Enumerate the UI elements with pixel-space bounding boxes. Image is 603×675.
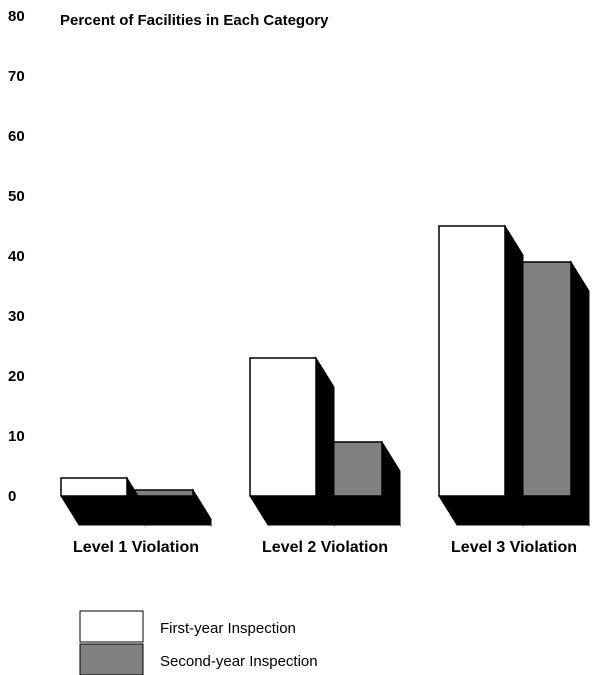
category-label: Level 3 Violation (451, 539, 577, 556)
y-tick-label: 60 (8, 128, 25, 145)
bar-first-year (438, 225, 506, 497)
bars-group (60, 224, 590, 527)
legend-item: Second-year Inspection (79, 643, 318, 675)
bar-side (570, 260, 590, 527)
bar-group (438, 224, 590, 527)
legend: First-year Inspection Second-year Inspect… (79, 610, 318, 675)
y-tick-label: 40 (8, 248, 25, 265)
legend-label: Second-year Inspection (160, 653, 318, 670)
legend-swatch-first-year (79, 610, 144, 643)
legend-item: First-year Inspection (79, 610, 296, 643)
bar-group (60, 476, 212, 527)
category-label: Level 1 Violation (73, 539, 199, 556)
legend-label: First-year Inspection (160, 620, 296, 637)
y-tick-label: 10 (8, 428, 25, 445)
chart-title: Percent of Facilities in Each Category (60, 12, 329, 29)
y-tick-label: 20 (8, 368, 25, 385)
y-axis-ticks: 80 70 60 50 40 30 20 10 0 (8, 8, 25, 505)
y-tick-label: 30 (8, 308, 25, 325)
category-labels: Level 1 Violation Level 2 Violation Level … (73, 539, 577, 556)
y-tick-label: 0 (8, 488, 16, 505)
bar-first-year (249, 357, 317, 497)
bar-group (249, 356, 401, 527)
y-tick-label: 80 (8, 8, 25, 25)
category-label: Level 2 Violation (262, 539, 388, 556)
y-tick-label: 50 (8, 188, 25, 205)
y-tick-label: 70 (8, 68, 25, 85)
bar-side (504, 224, 524, 527)
bar-first-year (60, 477, 128, 497)
legend-swatch-second-year (79, 643, 144, 675)
